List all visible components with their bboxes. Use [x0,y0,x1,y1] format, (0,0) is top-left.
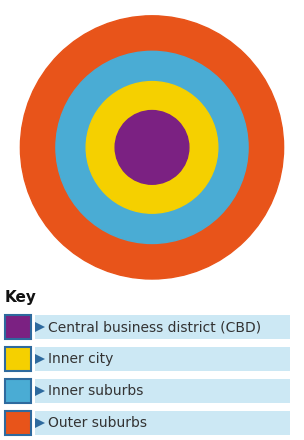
FancyBboxPatch shape [5,411,31,435]
FancyBboxPatch shape [5,315,31,339]
FancyBboxPatch shape [35,347,290,371]
Text: Central business district (CBD): Central business district (CBD) [48,320,261,334]
Text: Inner city: Inner city [48,352,113,366]
Text: Inner suburbs: Inner suburbs [48,384,143,398]
Circle shape [20,16,284,279]
Circle shape [115,110,189,184]
Polygon shape [35,386,45,396]
Polygon shape [35,354,45,364]
FancyBboxPatch shape [35,411,290,435]
FancyBboxPatch shape [35,379,290,403]
Circle shape [56,51,248,243]
Text: Key: Key [5,290,37,305]
FancyBboxPatch shape [35,315,290,339]
FancyBboxPatch shape [5,347,31,371]
Circle shape [86,81,218,213]
Polygon shape [35,322,45,332]
Polygon shape [35,418,45,428]
FancyBboxPatch shape [5,379,31,403]
Text: Outer suburbs: Outer suburbs [48,416,147,430]
